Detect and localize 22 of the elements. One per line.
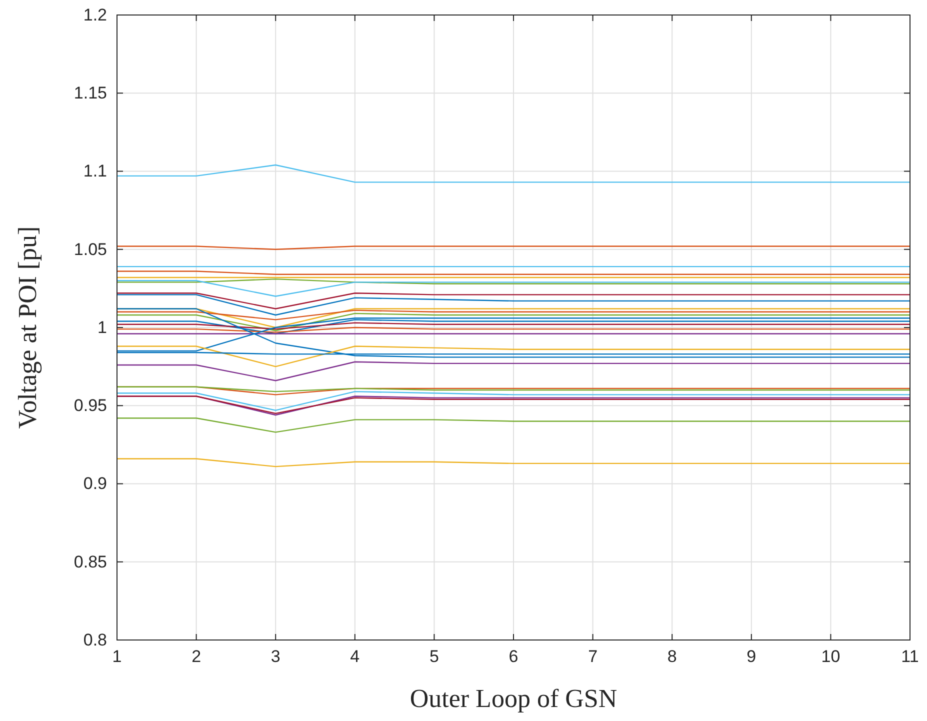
y-tick-label: 1.05 — [74, 240, 107, 259]
x-tick-label: 3 — [270, 647, 280, 666]
x-tick-label: 2 — [192, 647, 202, 666]
y-tick-label: 1.1 — [83, 162, 107, 181]
x-tick-label: 6 — [508, 647, 518, 666]
y-tick-label: 1.15 — [74, 84, 107, 103]
x-axis-title: Outer Loop of GSN — [410, 684, 618, 713]
x-tick-label: 8 — [667, 647, 677, 666]
x-tick-label: 1 — [112, 647, 122, 666]
x-tick-label: 9 — [746, 647, 756, 666]
x-tick-label: 10 — [821, 647, 840, 666]
y-tick-label: 1.2 — [83, 5, 107, 24]
x-tick-label: 7 — [588, 647, 598, 666]
x-tick-label: 4 — [350, 647, 360, 666]
y-tick-label: 0.85 — [74, 552, 107, 572]
y-tick-label: 0.8 — [83, 630, 107, 650]
y-tick-label: 0.95 — [74, 396, 107, 416]
y-axis-title: Voltage at POI [pu] — [13, 226, 42, 429]
x-tick-label: 11 — [901, 647, 919, 666]
x-tick-label: 5 — [429, 647, 439, 666]
y-tick-label: 1 — [98, 318, 107, 337]
y-tick-label: 0.9 — [83, 474, 107, 494]
